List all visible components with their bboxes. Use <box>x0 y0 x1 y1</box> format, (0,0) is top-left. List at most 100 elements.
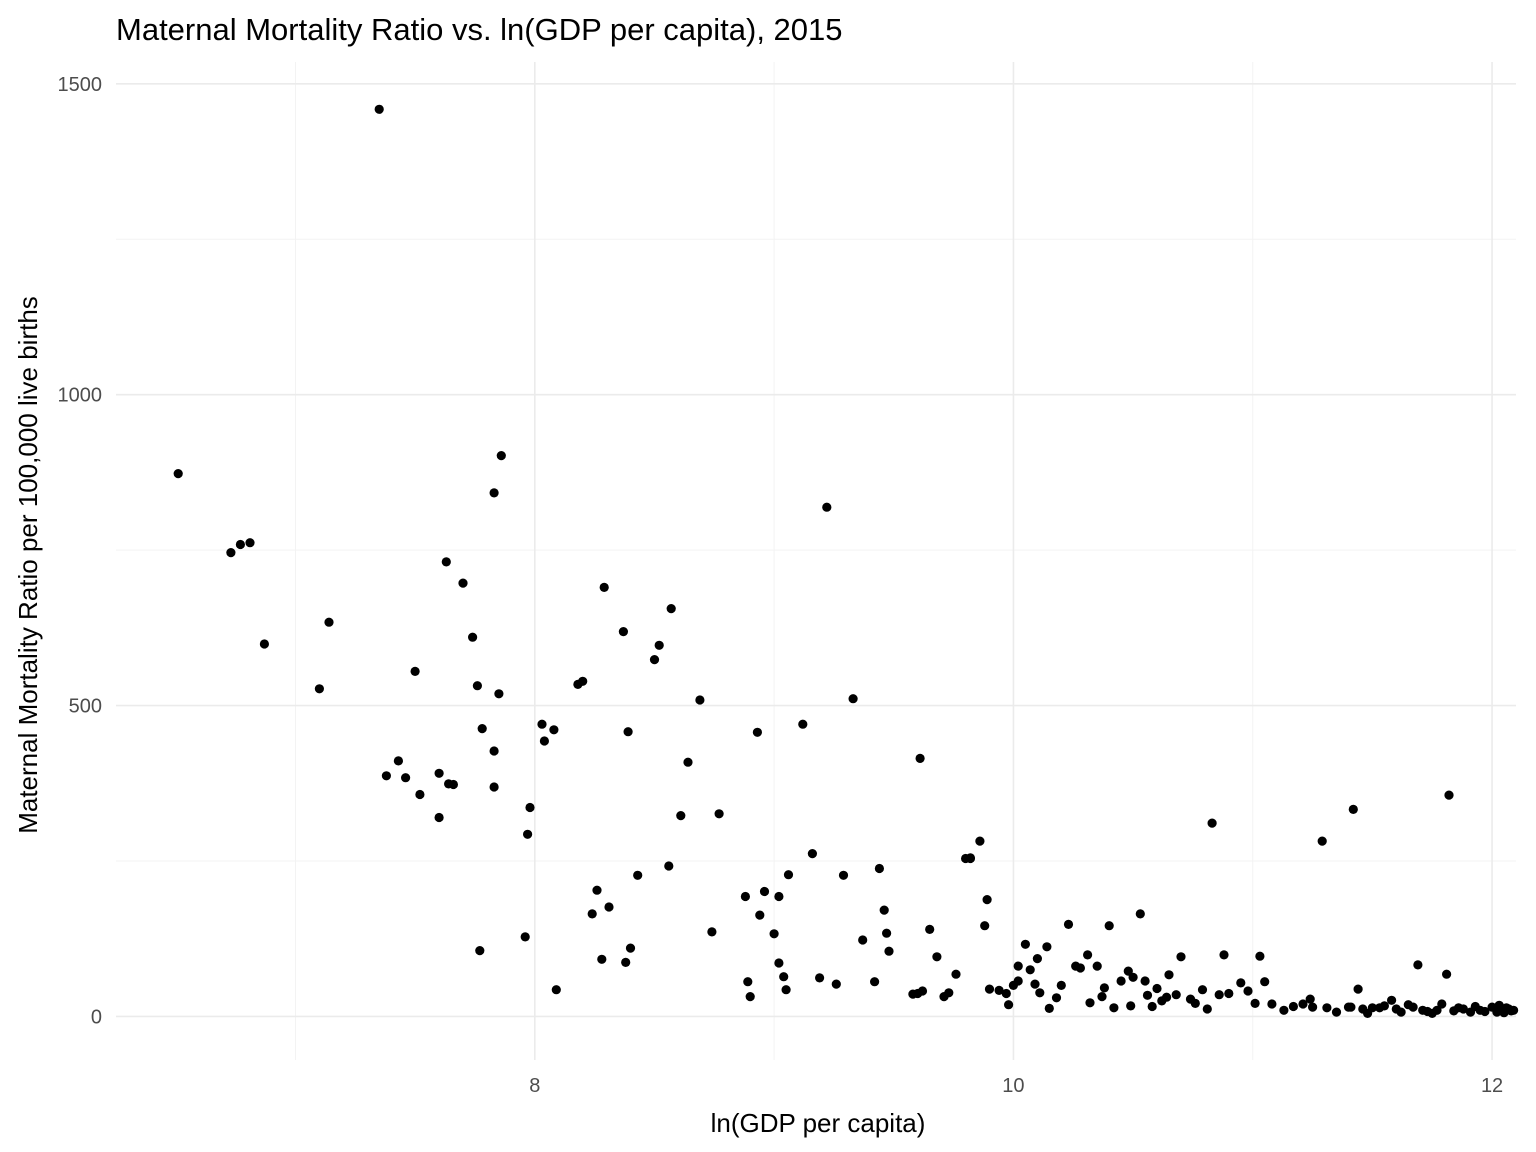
data-point <box>1444 790 1454 800</box>
data-point <box>774 891 784 902</box>
data-point <box>1317 836 1327 846</box>
data-point <box>1109 1003 1119 1013</box>
data-point <box>539 736 550 746</box>
data-points <box>173 104 1519 1019</box>
data-point <box>951 969 961 979</box>
data-point <box>434 812 444 823</box>
data-point <box>489 488 499 498</box>
y-tick-label: 1000 <box>58 385 103 407</box>
x-tick-label: 10 <box>1002 1075 1024 1097</box>
data-point <box>1202 1004 1212 1014</box>
data-point <box>649 655 660 665</box>
data-point <box>477 724 487 734</box>
data-point <box>1075 963 1085 973</box>
data-point <box>815 973 825 983</box>
data-point <box>1250 998 1260 1009</box>
data-point <box>1092 961 1102 971</box>
data-point <box>1509 1005 1519 1015</box>
data-point <box>1099 983 1109 993</box>
data-point <box>1116 976 1126 986</box>
data-point <box>235 539 245 550</box>
axis-tick-labels: 8 10 12 0 500 1000 1500 <box>58 74 1504 1097</box>
data-point <box>1140 976 1150 986</box>
data-point <box>774 958 784 968</box>
data-point <box>1123 966 1133 976</box>
data-point <box>1379 1001 1389 1011</box>
data-point <box>618 627 629 637</box>
data-point <box>1020 939 1030 949</box>
data-point <box>1164 970 1174 980</box>
y-tick-label: 0 <box>91 1006 102 1028</box>
data-point <box>1288 1001 1298 1012</box>
data-point <box>925 924 935 935</box>
data-point <box>759 886 770 897</box>
data-point <box>1128 972 1138 982</box>
data-point <box>1013 961 1023 971</box>
data-point <box>965 853 976 864</box>
y-tick-label: 500 <box>69 696 102 718</box>
data-point <box>975 836 985 846</box>
data-point <box>520 932 530 942</box>
x-tick-label: 8 <box>529 1075 540 1097</box>
data-point <box>984 984 995 994</box>
data-point <box>475 946 485 956</box>
data-point <box>441 557 451 567</box>
data-point <box>1025 965 1035 975</box>
data-point <box>695 695 705 705</box>
data-point <box>1035 988 1045 998</box>
data-point <box>1171 990 1181 1000</box>
data-point <box>1480 1006 1490 1017</box>
data-point <box>743 977 753 987</box>
data-point <box>489 782 499 792</box>
data-point <box>245 538 255 548</box>
data-point <box>1207 818 1217 828</box>
data-point <box>1396 1007 1406 1017</box>
data-point <box>1442 969 1452 979</box>
data-point <box>468 632 478 642</box>
data-point <box>374 104 384 114</box>
data-point <box>822 502 832 512</box>
data-point <box>1367 1003 1377 1013</box>
data-point <box>1004 1000 1014 1010</box>
data-point <box>1126 1001 1136 1011</box>
data-point <box>592 885 602 895</box>
data-point <box>494 689 504 699</box>
data-point <box>226 548 236 558</box>
data-point <box>623 727 633 737</box>
data-point <box>807 849 818 859</box>
data-point <box>870 977 880 987</box>
data-point <box>551 985 561 995</box>
data-point <box>1224 988 1234 999</box>
data-point <box>415 789 425 800</box>
data-point <box>982 895 992 905</box>
data-point <box>1135 909 1145 919</box>
data-point <box>1458 1004 1468 1014</box>
data-point <box>879 905 889 915</box>
data-point <box>781 985 791 995</box>
data-point <box>1176 952 1186 962</box>
data-point <box>858 935 868 945</box>
data-point <box>1432 1005 1442 1015</box>
data-point <box>537 719 547 729</box>
data-point <box>707 927 717 937</box>
data-point <box>1437 999 1447 1009</box>
data-point <box>994 985 1004 996</box>
data-point <box>1308 1002 1318 1012</box>
data-point <box>1063 919 1074 930</box>
data-point <box>783 870 794 880</box>
data-point <box>599 582 609 593</box>
data-point <box>578 676 588 686</box>
data-point <box>917 986 928 996</box>
data-point <box>496 451 506 461</box>
data-point <box>259 639 269 649</box>
data-point <box>980 921 990 931</box>
data-point <box>848 694 858 704</box>
data-point <box>932 952 942 962</box>
data-point <box>621 957 631 968</box>
data-point <box>1260 977 1270 987</box>
data-point <box>664 861 674 871</box>
data-point <box>401 773 411 783</box>
data-point <box>604 902 614 912</box>
data-point <box>1032 954 1042 964</box>
